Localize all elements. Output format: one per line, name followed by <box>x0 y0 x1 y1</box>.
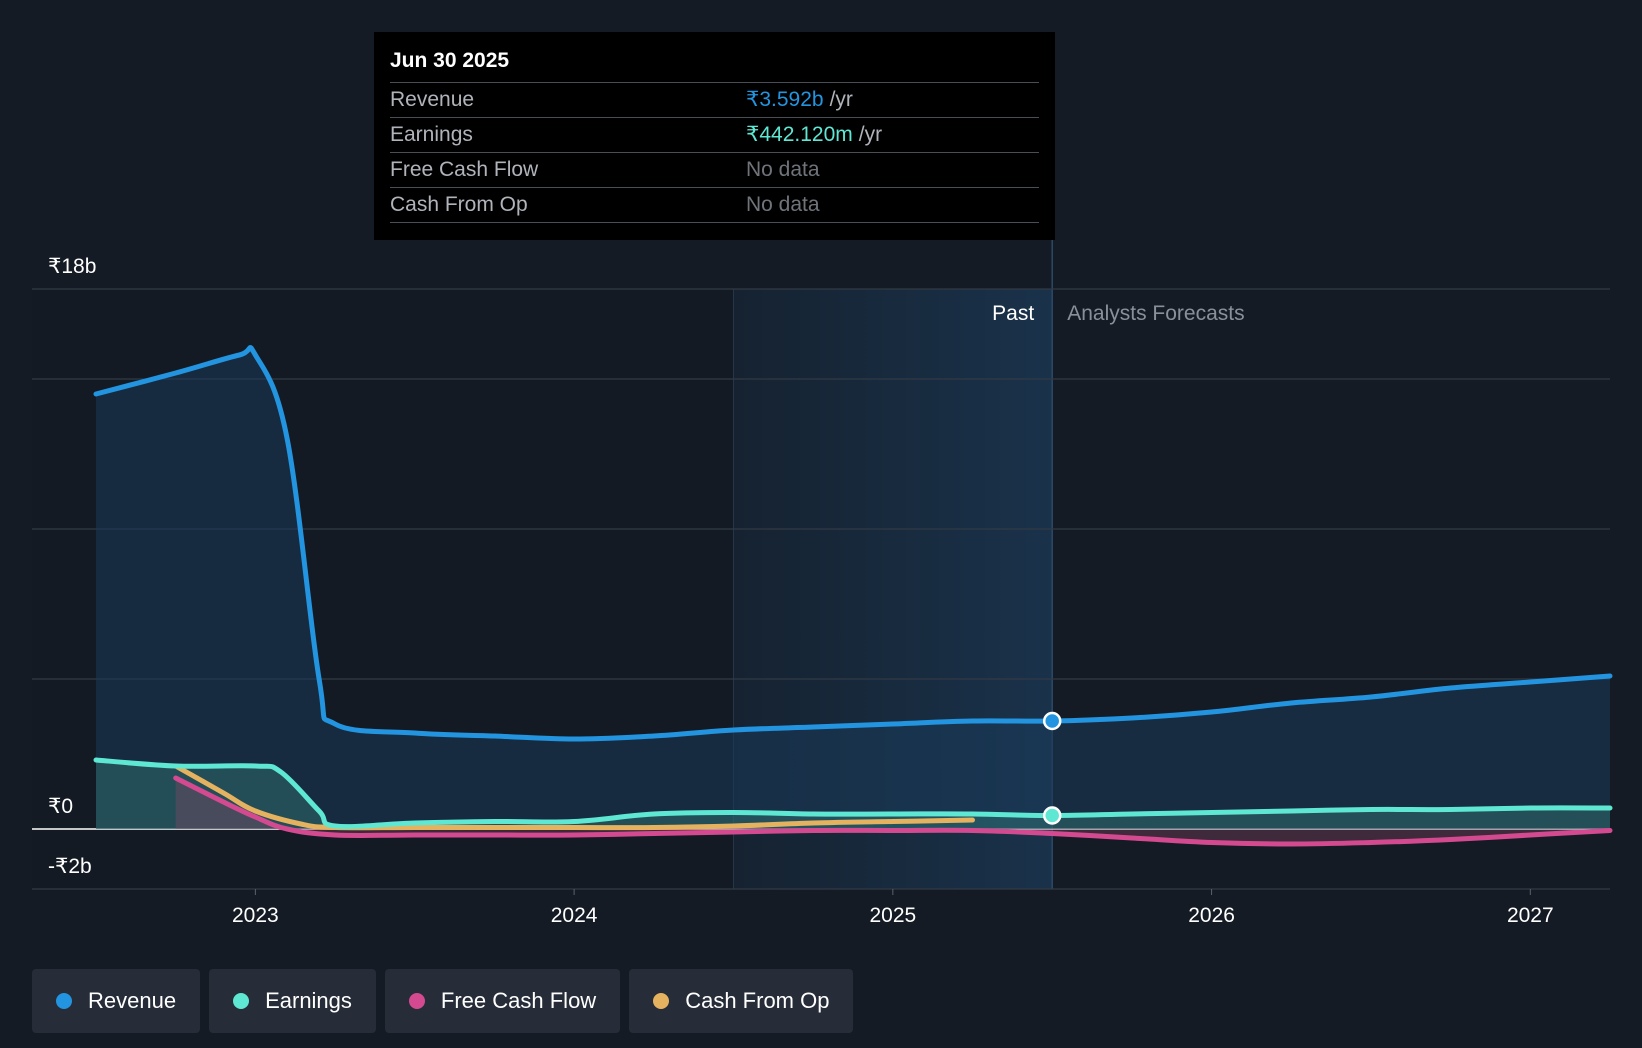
legend-label: Free Cash Flow <box>440 988 597 1013</box>
legend-item-cash-from-op[interactable]: Cash From Op <box>629 969 854 1033</box>
y-tick-label: -₹2b <box>48 855 92 878</box>
chart-legend: Revenue Earnings Free Cash Flow Cash Fro… <box>32 969 854 1033</box>
legend-dot-icon <box>408 993 425 1009</box>
tooltip-row-value: ₹442.120m <box>746 123 853 146</box>
legend-item-earnings[interactable]: Earnings <box>209 969 376 1033</box>
data-tooltip: Jun 30 2025 Revenue ₹3.592b /yr Earnings… <box>374 32 1055 240</box>
chart-area: 2023 2024 2025 2026 2027 ₹18b ₹0 -₹2b Past Analys… <box>32 240 1613 927</box>
tooltip-row-label: Free Cash Flow <box>390 158 539 181</box>
forecast-label: Analysts Forecasts <box>1067 302 1244 325</box>
tooltip-row-label: Cash From Op <box>390 193 528 216</box>
past-label: Past <box>992 302 1034 325</box>
series-area-revenue <box>96 347 1610 829</box>
tooltip-row-label: Earnings <box>390 123 473 146</box>
series-line-free-cash-flow <box>173 775 1613 847</box>
tooltip-row-revenue: Revenue ₹3.592b /yr <box>390 82 1039 117</box>
legend-item-revenue[interactable]: Revenue <box>32 969 201 1033</box>
tooltip-row-unit: /yr <box>829 88 853 111</box>
y-tick-label: ₹18b <box>48 255 96 278</box>
legend-dot-icon <box>56 993 72 1009</box>
tooltip-row-unit: /yr <box>858 123 883 146</box>
series-line-cash-from-op <box>173 763 975 831</box>
legend-label: Cash From Op <box>685 988 830 1013</box>
tooltip-row-earnings: Earnings ₹442.120m /yr <box>390 117 1039 152</box>
x-tick-label: 2026 <box>1188 904 1235 927</box>
legend-item-free-cash-flow[interactable]: Free Cash Flow <box>384 969 621 1033</box>
x-tick-label: 2027 <box>1507 904 1554 927</box>
tooltip-row-label: Revenue <box>390 88 475 111</box>
legend-label: Earnings <box>265 988 352 1013</box>
series-marker-earnings <box>1042 806 1062 825</box>
tooltip-row-value: No data <box>746 193 820 216</box>
tooltip-row-cash-from-op: Cash From Op No data <box>390 187 1039 223</box>
series-line-revenue <box>93 345 1613 742</box>
series-marker-revenue <box>1042 711 1062 731</box>
y-tick-label: ₹0 <box>48 795 73 818</box>
x-tick-label: 2023 <box>232 904 279 927</box>
legend-label: Revenue <box>88 988 177 1013</box>
tooltip-row-value: No data <box>746 158 820 181</box>
tooltip-date: Jun 30 2025 <box>390 49 510 72</box>
tooltip-row-free-cash-flow: Free Cash Flow No data <box>390 152 1039 187</box>
x-tick-label: 2024 <box>551 904 598 927</box>
legend-dot-icon <box>653 993 670 1009</box>
series-line-earnings <box>93 757 1613 830</box>
legend-dot-icon <box>233 993 250 1009</box>
x-tick-label: 2025 <box>869 904 916 927</box>
tooltip-row-value: ₹3.592b <box>746 88 824 111</box>
